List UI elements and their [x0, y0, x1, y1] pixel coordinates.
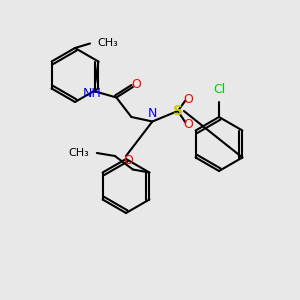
- Text: S: S: [173, 104, 183, 118]
- Text: CH₃: CH₃: [98, 38, 118, 49]
- Text: NH: NH: [83, 87, 102, 100]
- Text: Cl: Cl: [213, 83, 225, 96]
- Text: N: N: [148, 107, 157, 120]
- Text: CH₃: CH₃: [69, 148, 89, 158]
- Text: O: O: [183, 92, 193, 106]
- Text: O: O: [123, 154, 133, 166]
- Text: O: O: [183, 118, 193, 131]
- Text: O: O: [131, 77, 141, 91]
